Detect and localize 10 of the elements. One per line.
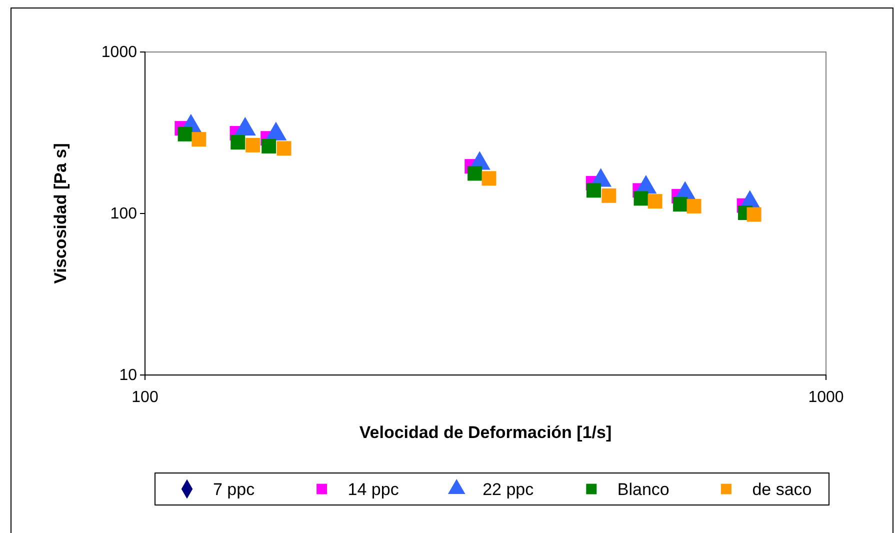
legend-label: de saco <box>752 480 812 499</box>
x-axis-title: Velocidad de Deformación [1/s] <box>359 423 612 442</box>
y-axis-title: Viscosidad [Pa s] <box>51 143 70 284</box>
y-tick-label: 10 <box>119 367 138 384</box>
legend-label: 7 ppc <box>213 480 256 499</box>
legend-label: 22 ppc <box>482 480 534 499</box>
y-tick-label: 1000 <box>101 44 138 62</box>
y-tick-label: 100 <box>110 206 138 223</box>
legend-label: 14 ppc <box>348 480 400 499</box>
legend-label: Blanco <box>617 480 670 499</box>
